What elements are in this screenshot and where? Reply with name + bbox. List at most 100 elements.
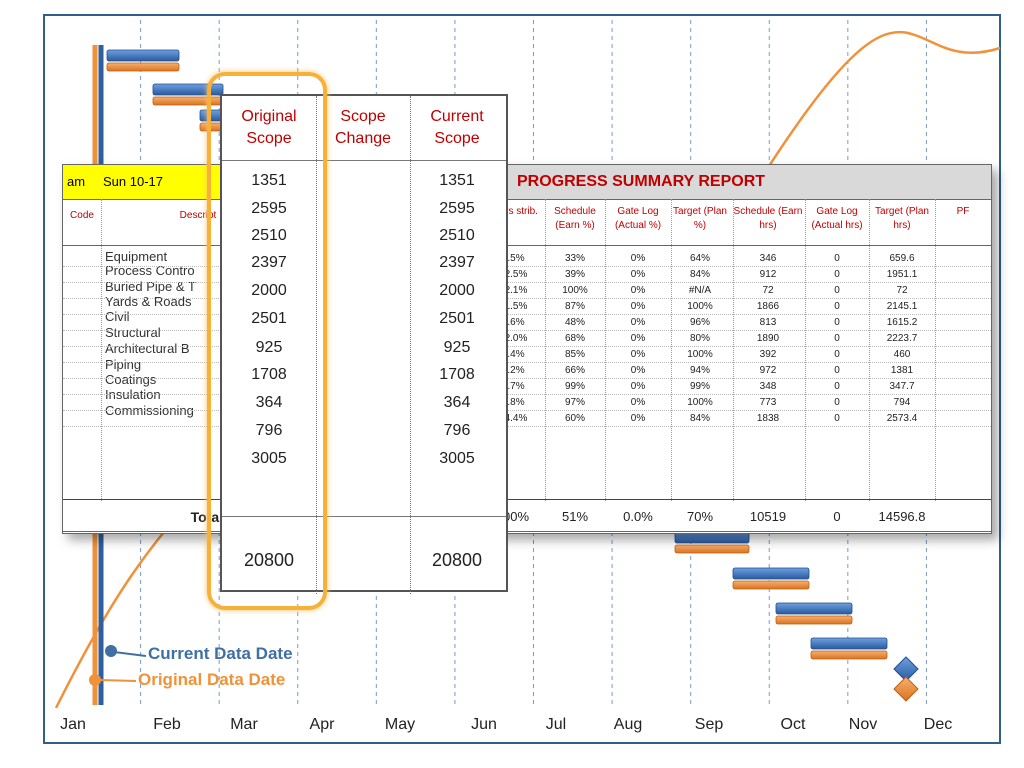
row-value: 0 [834, 301, 840, 312]
row-value: 72 [762, 285, 774, 296]
row-value: 0% [630, 317, 646, 328]
row-value: 1890 [756, 333, 780, 344]
original-scope-value: 2501 [251, 310, 287, 327]
row-value: 84% [689, 413, 710, 424]
row-value: 33% [564, 253, 585, 264]
total-label: Total [190, 509, 223, 525]
row-value: 99% [689, 381, 710, 392]
row-value: 0% [630, 333, 646, 344]
row-value: 0 [834, 365, 840, 376]
total-value: 10519 [749, 509, 787, 524]
row-value: 0 [834, 381, 840, 392]
row-value: 2573.4 [886, 413, 918, 424]
current-scope-total: 20800 [431, 550, 483, 570]
month-label: Jul [545, 716, 567, 733]
month-label: Jan [60, 716, 86, 733]
month-label: May [384, 716, 416, 733]
chart-frame [43, 14, 1001, 744]
row-value: 0 [834, 269, 840, 280]
total-value: 14596.8 [878, 509, 926, 524]
current-scope-value: 925 [443, 339, 471, 356]
row-description: Coatings [105, 372, 157, 387]
row-value: 0% [630, 413, 646, 424]
row-value: 1.5% [504, 301, 528, 312]
original-scope-value: 796 [255, 422, 283, 439]
row-value: 2223.7 [886, 333, 918, 344]
row-value: .2% [507, 365, 525, 376]
current-scope-value: 2501 [439, 310, 475, 327]
row-value: 100% [562, 285, 588, 296]
current-task-bar [775, 602, 853, 615]
row-value: 0% [630, 381, 646, 392]
original-task-bar [106, 62, 180, 72]
row-value: 346 [759, 253, 777, 264]
column-header: Schedule (Earn hrs) [733, 206, 803, 231]
column-header: PF [956, 206, 970, 217]
row-description: Piping [105, 357, 142, 372]
current-scope-value: 2397 [439, 254, 475, 271]
row-value: 0 [834, 317, 840, 328]
row-value: 0% [630, 349, 646, 360]
row-value: 0 [834, 413, 840, 424]
row-description: Architectural B [105, 341, 190, 356]
legend-original-connector [99, 679, 137, 682]
original-scope-value: 1708 [251, 366, 287, 383]
column-header: Target (Plan %) [673, 206, 727, 231]
original-scope-value: 1351 [251, 172, 287, 189]
row-value: 68% [564, 333, 585, 344]
original-scope-value: 2510 [251, 227, 287, 244]
row-value: 0% [630, 285, 646, 296]
row-value: 2.1% [504, 285, 528, 296]
original-milestone [893, 676, 919, 702]
row-value: 80% [689, 333, 710, 344]
row-value: 1866 [756, 301, 780, 312]
row-value: 460 [893, 349, 911, 360]
month-label: Sep [694, 716, 724, 733]
row-value: 773 [759, 397, 777, 408]
current-scope-value: 364 [443, 394, 471, 411]
original-scope-value: 925 [255, 339, 283, 356]
row-value: #N/A [688, 285, 712, 296]
total-value: 0.0% [623, 509, 653, 524]
column-header: Target (Plan hrs) [875, 206, 929, 231]
month-label: Oct [780, 716, 806, 733]
original-task-bar [810, 650, 888, 660]
code-header: Code [70, 210, 94, 221]
original-task-bar [732, 580, 810, 590]
original-scope-value: 2000 [251, 282, 287, 299]
row-value: 794 [893, 397, 911, 408]
scope-panel: Original Scope Scope Change Current Scop… [220, 94, 508, 594]
month-label: Jun [471, 716, 497, 733]
current-scope-header: Current Scope [430, 108, 484, 147]
month-label: Dec [923, 716, 953, 733]
total-value: 51% [561, 509, 589, 524]
row-value: 97% [564, 397, 585, 408]
row-description: Structural [105, 325, 161, 340]
row-value: 0 [834, 349, 840, 360]
row-value: 1951.1 [886, 269, 918, 280]
month-label: Aug [613, 716, 643, 733]
row-value: 66% [564, 365, 585, 376]
row-value: 2145.1 [886, 301, 918, 312]
row-value: 0% [630, 253, 646, 264]
original-scope-value: 2397 [251, 254, 287, 271]
row-description: Yards & Roads [105, 294, 192, 309]
original-scope-header: Original Scope [241, 108, 297, 147]
row-value: 2.0% [504, 333, 528, 344]
month-label: Feb [153, 716, 181, 733]
total-value: 0 [833, 509, 841, 524]
row-value: 0 [834, 397, 840, 408]
row-value: 912 [759, 269, 777, 280]
current-scope-value: 1351 [439, 172, 475, 189]
row-value: 100% [687, 397, 713, 408]
current-scope-value: 796 [443, 422, 471, 439]
row-value: .8% [507, 397, 525, 408]
row-value: .4% [507, 349, 525, 360]
current-scope-value: 3005 [439, 450, 475, 467]
original-scope-value: 3005 [251, 450, 287, 467]
row-value: 100% [687, 349, 713, 360]
original-scope-value: 364 [255, 394, 283, 411]
legend-original-label: Original Data Date [138, 670, 286, 689]
row-value: 0% [630, 301, 646, 312]
column-header: Schedule (Earn %) [554, 206, 596, 231]
